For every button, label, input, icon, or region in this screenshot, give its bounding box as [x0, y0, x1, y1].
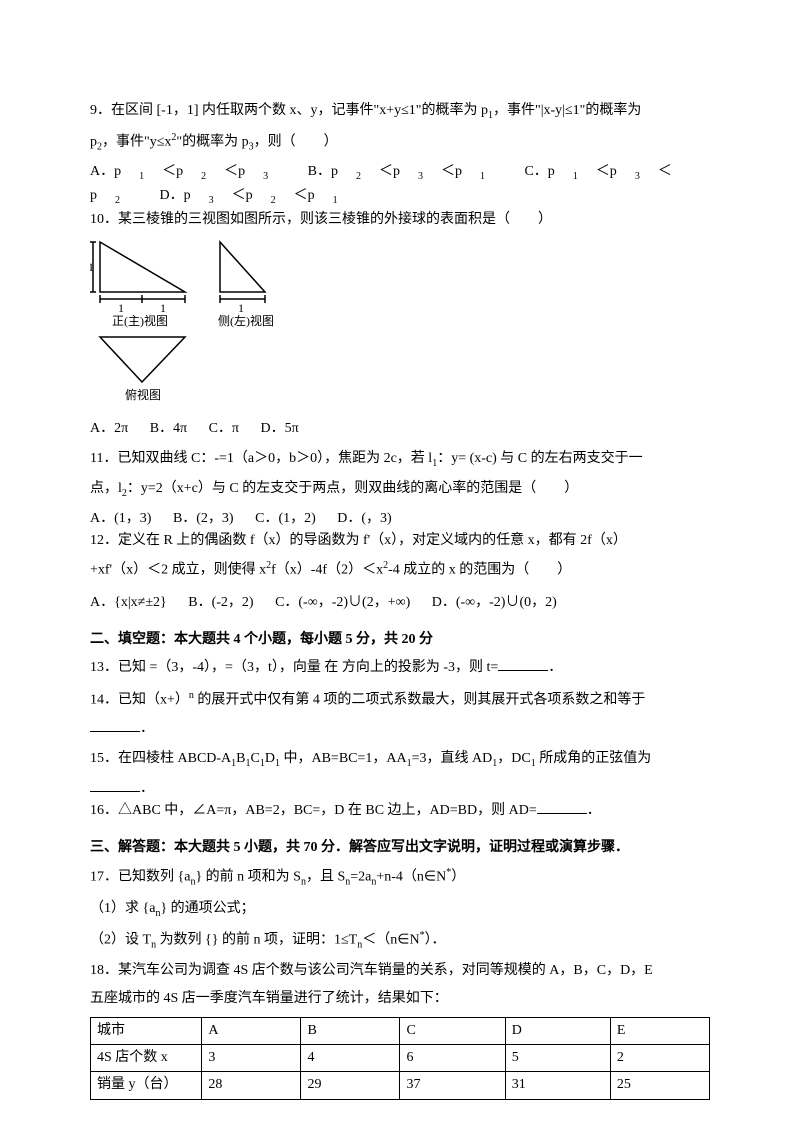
question-10-options: A．2π B．4π C．π D．5π: [90, 418, 710, 440]
table-row: 4S 店个数 x34652: [91, 1044, 710, 1071]
opt-c: C．(-∞，-2)∪(2，+∞): [275, 595, 410, 610]
side-label: 侧(左)视图: [218, 313, 274, 328]
opt-a: A．2π: [90, 421, 128, 436]
opt-c: C．π: [209, 421, 239, 436]
opt-d: D．5π: [261, 421, 299, 436]
table-cell: A: [202, 1017, 301, 1044]
question-11-options: A．(1，3) B．(2，3) C．(1，2) D．(，3): [90, 508, 710, 530]
text: 10．某三棱锥的三视图如图所示，则该三棱锥的外接球的表面积是（ ）: [90, 212, 552, 227]
question-9: 9．在区间 [-1，1] 内任取两个数 x、y，记事件"x+y≤1"的概率为 p…: [90, 100, 710, 124]
question-9-line2: p2，事件"y≤x2"的概率为 p3，则（ ）: [90, 130, 710, 155]
table-cell: E: [610, 1017, 709, 1044]
opt-b: B．(-2，2): [188, 595, 253, 610]
table-cell: 5: [505, 1044, 610, 1071]
question-13: 13．已知 =（3，-4），=（3，t），向量 在 方向上的投影为 -3，则 t…: [90, 657, 710, 679]
table-cell: 4: [301, 1044, 400, 1071]
question-14-blank: ．: [90, 718, 710, 740]
question-18: 18．某汽车公司为调查 4S 店个数与该公司汽车销量的关系，对同等规模的 A，B…: [90, 960, 710, 982]
text: ，事件"y≤x: [102, 134, 171, 149]
text: p: [90, 134, 97, 149]
table-cell: 29: [301, 1072, 400, 1099]
question-12-line2: +xf'（x）＜2 成立，则使得 x2f（x）-4f（2）＜x2-4 成立的 x…: [90, 558, 710, 582]
question-10: 10．某三棱锥的三视图如图所示，则该三棱锥的外接球的表面积是（ ）: [90, 209, 710, 231]
text: 点，l: [90, 481, 122, 496]
table-cell: 31: [505, 1072, 610, 1099]
question-14: 14．已知（x+）n 的展开式中仅有第 4 项的二项式系数最大，则其展开式各项系…: [90, 688, 710, 712]
svg-text:1: 1: [90, 260, 94, 274]
text: 14．已知（x+）: [90, 692, 189, 707]
opt-b: B．(2，3): [173, 511, 234, 526]
table-cell: 37: [400, 1072, 505, 1099]
table-cell: 25: [610, 1072, 709, 1099]
section-3-header: 三、解答题：本大题共 5 小题，共 70 分．解答应写出文字说明，证明过程或演算…: [90, 837, 710, 859]
opt-b: B．4π: [150, 421, 187, 436]
text: 11．已知双曲线 C：-=1（a＞0，b＞0），焦距为 2c，若 l: [90, 451, 432, 466]
text: +xf'（x）＜2 成立，则使得 x: [90, 563, 266, 578]
table-cell: 2: [610, 1044, 709, 1071]
question-17: 17．已知数列 {an} 的前 n 项和为 Sn，且 Sn=2an+n-4（n∈…: [90, 865, 710, 890]
question-17-part2: （2）设 Tn 为数列 {} 的前 n 项，证明：1≤Tn＜（n∈N*）．: [90, 928, 710, 953]
opt-d: D．(，3): [337, 511, 391, 526]
question-15-blank: ．: [90, 778, 710, 800]
text: 五座城市的 4S 店一季度汽车销量进行了统计，结果如下：: [90, 991, 448, 1006]
table-row: 销量 y（台）2829373125: [91, 1072, 710, 1099]
question-12: 12．定义在 R 上的偶函数 f（x）的导函数为 f'（x），对定义域内的任意 …: [90, 530, 710, 552]
table-cell: 28: [202, 1072, 301, 1099]
text: ，则（ ）: [254, 134, 338, 149]
top-label: 俯视图: [125, 387, 161, 402]
text: 12．定义在 R 上的偶函数 f（x）的导函数为 f'（x），对定义域内的任意 …: [90, 533, 627, 548]
opt-a: A．{x|x≠±2}: [90, 595, 167, 610]
table-cell: C: [400, 1017, 505, 1044]
opt-a: A．(1，3): [90, 511, 151, 526]
svg-text:1: 1: [238, 301, 244, 315]
question-11-line2: 点，l2：y=2（x+c）与 C 的左支交于两点，则双曲线的离心率的范围是（ ）: [90, 478, 710, 502]
three-view-diagram: 1 1 1 正(主)视图 1 侧(左)视图 俯视图: [90, 237, 710, 415]
text: 9．在区间 [-1，1] 内任取两个数 x、y，记事件"x+y≤1"的概率为 p: [90, 103, 488, 118]
opt-c: C．(1，2): [255, 511, 316, 526]
question-18-line2: 五座城市的 4S 店一季度汽车销量进行了统计，结果如下：: [90, 988, 710, 1010]
section-2-header: 二、填空题：本大题共 4 个小题，每小题 5 分，共 20 分: [90, 629, 710, 651]
opt-a: A．p1＜p2＜p3: [90, 164, 286, 179]
table-cell: 城市: [91, 1017, 202, 1044]
front-label: 正(主)视图: [112, 313, 168, 328]
table-cell: D: [505, 1017, 610, 1044]
table-cell: 4S 店个数 x: [91, 1044, 202, 1071]
text: "的概率为 p: [176, 134, 248, 149]
table-cell: 销量 y（台）: [91, 1072, 202, 1099]
text: 13．已知 =（3，-4），=（3，t），向量 在 方向上的投影为 -3，则 t…: [90, 660, 498, 675]
text: 16．△ABC 中，∠A=π，AB=2，BC=，D 在 BC 边上，AD=BD，…: [90, 803, 537, 818]
question-9-options: A．p1＜p2＜p3 B．p2＜p3＜p1 C．p1＜p3＜p2 D．p3＜p2…: [90, 161, 710, 209]
table-cell: B: [301, 1017, 400, 1044]
text: ，事件"|x-y|≤1"的概率为: [493, 103, 641, 118]
question-17-part1: （1）求 {an} 的通项公式；: [90, 898, 710, 922]
table-row: 城市ABCDE: [91, 1017, 710, 1044]
text: -4 成立的 x 的范围为（ ）: [388, 563, 571, 578]
question-11: 11．已知双曲线 C：-=1（a＞0，b＞0），焦距为 2c，若 l1：y= (…: [90, 448, 710, 472]
svg-text:1: 1: [118, 301, 124, 315]
question-12-options: A．{x|x≠±2} B．(-2，2) C．(-∞，-2)∪(2，+∞) D．(…: [90, 592, 710, 614]
data-table: 城市ABCDE4S 店个数 x34652销量 y（台）2829373125: [90, 1017, 710, 1100]
table-cell: 6: [400, 1044, 505, 1071]
question-15: 15．在四棱柱 ABCD-A1B1C1D1 中，AB=BC=1，AA1=3，直线…: [90, 748, 710, 772]
text: ：y=2（x+c）与 C 的左支交于两点，则双曲线的离心率的范围是（ ）: [127, 481, 578, 496]
text: 18．某汽车公司为调查 4S 店个数与该公司汽车销量的关系，对同等规模的 A，B…: [90, 963, 653, 978]
blank: [537, 801, 587, 814]
table-cell: 3: [202, 1044, 301, 1071]
text: 的展开式中仅有第 4 项的二项式系数最大，则其展开式各项系数之和等于: [194, 692, 646, 707]
blank: [498, 658, 548, 671]
text: f（x）-4f（2）＜x: [271, 563, 383, 578]
opt-b: B．p2＜p3＜p1: [308, 164, 503, 179]
opt-d: D．p3＜p2＜p1: [160, 188, 356, 203]
text: ：y= (x-c) 与 C 的左右两支交于一: [437, 451, 642, 466]
opt-d: D．(-∞，-2)∪(0，2): [432, 595, 557, 610]
svg-text:1: 1: [160, 301, 166, 315]
question-16: 16．△ABC 中，∠A=π，AB=2，BC=，D 在 BC 边上，AD=BD，…: [90, 800, 710, 822]
